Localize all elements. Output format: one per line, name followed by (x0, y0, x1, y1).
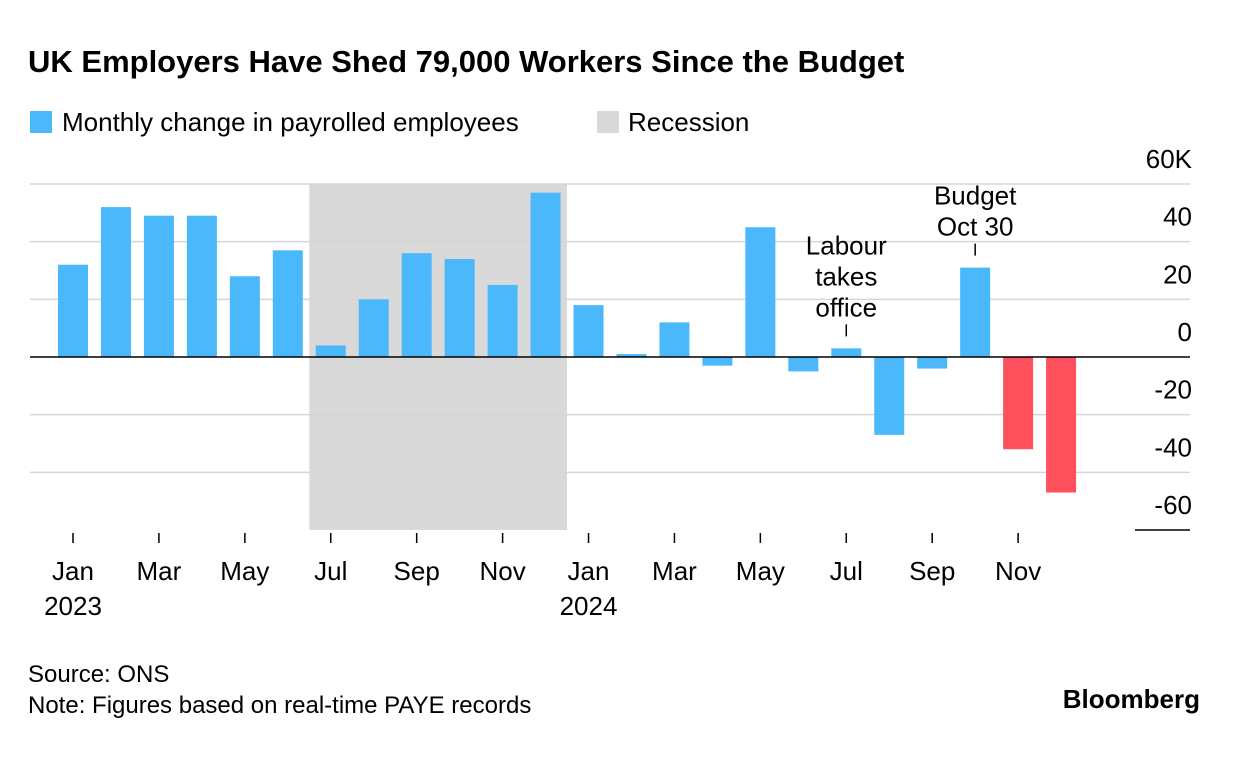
bar (358, 299, 389, 357)
x-tick-label: May (736, 556, 785, 586)
x-tick-label: May (220, 556, 269, 586)
bar (58, 264, 88, 357)
bar (745, 227, 776, 357)
bar (573, 305, 604, 357)
chart-title: UK Employers Have Shed 79,000 Workers Si… (28, 44, 904, 79)
x-tick-label: Nov (479, 556, 525, 586)
bar (702, 357, 733, 366)
y-tick-label: 60K (1146, 144, 1193, 174)
x-tick-label: Mar (137, 556, 182, 586)
y-tick-label: 40 (1163, 202, 1192, 232)
y-tick-label: -20 (1154, 375, 1192, 405)
bar (100, 207, 131, 357)
bar (401, 253, 432, 357)
bar (530, 192, 561, 357)
x-tick-label: Sep (394, 556, 440, 586)
note: Note: Figures based on real-time PAYE re… (28, 692, 531, 719)
x-tick-label: Nov (995, 556, 1041, 586)
bar (487, 284, 518, 357)
x-tick-label: Mar (652, 556, 697, 586)
y-tick-label: 20 (1163, 259, 1192, 289)
x-tick-label: Jan (568, 556, 610, 586)
y-tick-label: -60 (1154, 490, 1192, 520)
x-tick-label: Sep (909, 556, 955, 586)
annotation: office (815, 292, 877, 322)
bar (1046, 357, 1077, 493)
bar (186, 215, 217, 357)
annotation: Oct 30 (937, 212, 1014, 242)
bar (272, 250, 303, 357)
legend-label: Recession (628, 107, 749, 137)
logo: Bloomberg (1063, 684, 1200, 714)
bar (788, 357, 819, 372)
annotation: Labour (806, 230, 887, 260)
bar (229, 276, 260, 357)
bar (143, 215, 174, 357)
x-tick-label: Jul (314, 556, 347, 586)
legend-label: Monthly change in payrolled employees (62, 107, 519, 137)
source: Source: ONS (28, 661, 169, 688)
bar (616, 354, 647, 357)
y-tick-label: 0 (1178, 317, 1192, 347)
bar (917, 357, 948, 369)
annotation: takes (815, 261, 877, 291)
x-tick-label: Jul (830, 556, 863, 586)
legend-swatch (30, 111, 52, 133)
bar (1003, 357, 1034, 450)
bar (831, 348, 862, 357)
bar (960, 267, 991, 357)
legend-swatch (597, 111, 619, 133)
x-year-label: 2024 (560, 591, 618, 621)
bar (659, 322, 690, 357)
annotation: Budget (934, 181, 1017, 211)
y-tick-label: -40 (1154, 432, 1192, 462)
bar (444, 258, 475, 357)
x-year-label: 2023 (44, 591, 102, 621)
x-tick-label: Jan (52, 556, 94, 586)
bar (874, 357, 905, 435)
bar (315, 345, 346, 357)
